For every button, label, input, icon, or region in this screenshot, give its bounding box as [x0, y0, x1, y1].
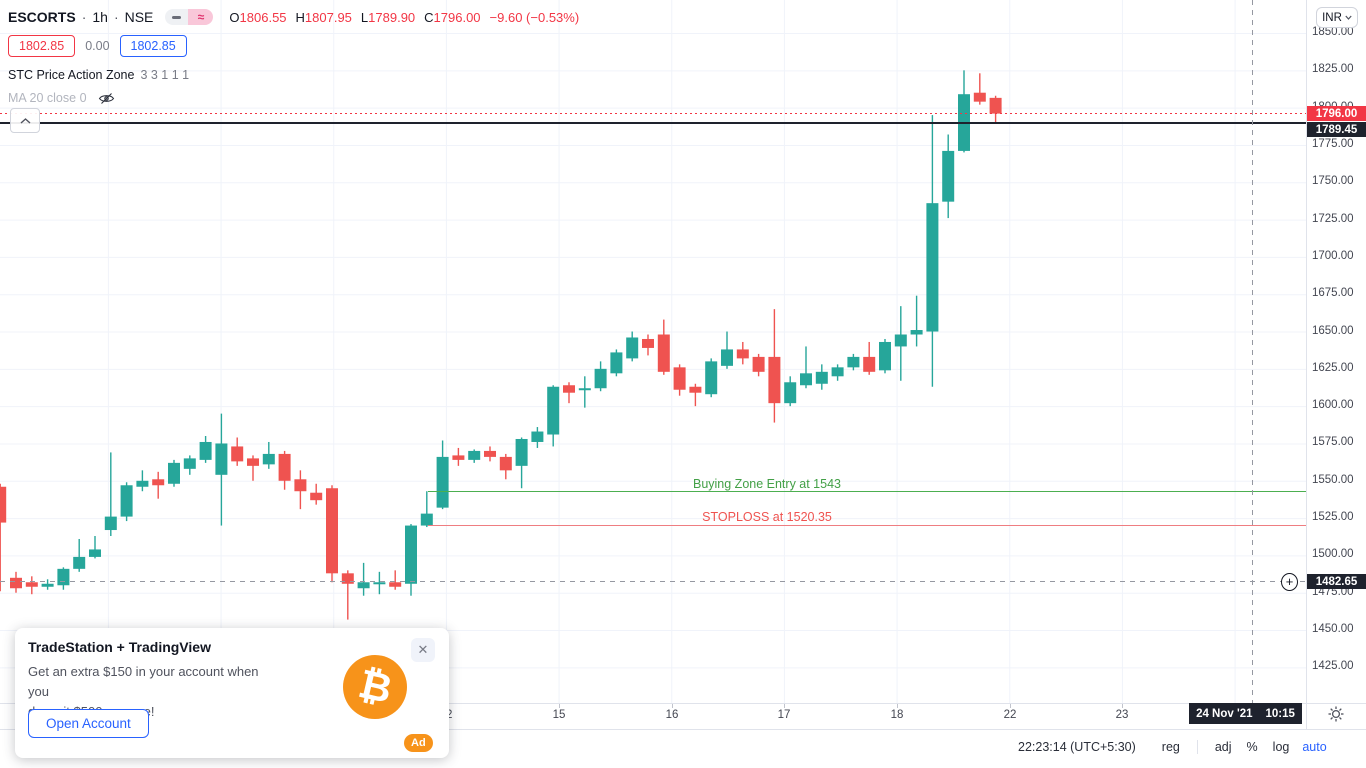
- market-status-pills: ≈: [165, 9, 214, 25]
- stoploss-line[interactable]: [428, 525, 1306, 526]
- price-axis-label: 1600.00: [1312, 399, 1354, 412]
- price-axis-label: 1675.00: [1312, 287, 1354, 300]
- settings-gear-icon[interactable]: [1327, 705, 1345, 723]
- time-axis-tick: [559, 704, 560, 708]
- change-value: −9.60 (−0.53%): [489, 9, 580, 25]
- close-icon[interactable]: ✕: [411, 638, 435, 662]
- open-value: 1806.55: [239, 9, 287, 25]
- price-axis-label: 1525.00: [1312, 511, 1354, 524]
- hline-price-badge: 1789.45: [1307, 122, 1366, 137]
- time-axis-label: 22: [1003, 709, 1017, 721]
- ad-popup: ✕ TradeStation + TradingView Get an extr…: [15, 628, 449, 758]
- price-axis-label: 1550.00: [1312, 473, 1354, 486]
- time-axis-label: 18: [890, 709, 904, 721]
- high-value: 1807.95: [304, 9, 352, 25]
- price-axis-label: 1575.00: [1312, 436, 1354, 449]
- buy-price-button[interactable]: 1802.85: [119, 35, 187, 57]
- regular-session-toggle[interactable]: reg: [1161, 740, 1180, 754]
- chevron-down-icon: [1345, 15, 1352, 20]
- ohlc-readout: O 1806.55 H 1807.95 L 1789.90 C 1796.00 −9.6…: [229, 10, 579, 25]
- last-price-badge: 1796.00: [1307, 106, 1366, 121]
- currency-label: INR: [1322, 11, 1342, 24]
- indicator-row-stc[interactable]: STC Price Action Zone 3 3 1 1 1: [8, 68, 579, 82]
- interval-label[interactable]: 1h: [92, 9, 108, 25]
- log-scale-toggle[interactable]: log: [1272, 740, 1290, 754]
- indicator-row-ma[interactable]: MA 20 close 0: [8, 91, 579, 105]
- auto-scale-toggle[interactable]: auto: [1302, 740, 1327, 754]
- stc-indicator-values: 3 3 1 1 1: [140, 68, 190, 82]
- crosshair-date: 24 Nov '21: [1196, 707, 1253, 720]
- percent-scale-toggle[interactable]: %: [1246, 740, 1258, 754]
- eye-hidden-icon[interactable]: [98, 92, 115, 105]
- dash-pill-button[interactable]: [165, 9, 189, 25]
- open-label: O: [229, 9, 240, 25]
- stoploss-line-label: STOPLOSS at 1520.35: [702, 510, 832, 524]
- price-axis-label: 1700.00: [1312, 249, 1354, 262]
- price-axis-label: 1625.00: [1312, 361, 1354, 374]
- time-axis-tick: [1010, 704, 1011, 708]
- time-axis-label: 23: [1115, 709, 1129, 721]
- last-price-dotted-line: [0, 113, 1306, 114]
- chevron-up-icon: [20, 117, 30, 124]
- footer-divider-bar: [1196, 740, 1198, 754]
- time-axis-tick: [897, 704, 898, 708]
- footer-toolbar: 22:23:14 (UTC+5:30) reg adj % log auto: [1018, 740, 1327, 754]
- horizontal-line-1789[interactable]: [0, 122, 1306, 124]
- low-label: L: [360, 9, 369, 25]
- session-clock[interactable]: 22:23:14 (UTC+5:30): [1018, 740, 1136, 754]
- time-axis-tick: [1122, 704, 1123, 708]
- symbol-name[interactable]: ESCORTS: [8, 9, 76, 25]
- time-axis-label: 15: [552, 709, 566, 721]
- crosshair-price-badge: 1482.65: [1307, 574, 1366, 589]
- footer-divider: [0, 729, 1366, 730]
- stc-indicator-name: STC Price Action Zone: [8, 68, 135, 82]
- price-axis-label: 1725.00: [1312, 212, 1354, 225]
- price-axis-label: 1750.00: [1312, 175, 1354, 188]
- sell-price-button[interactable]: 1802.85: [8, 35, 76, 57]
- price-axis-label: 1450.00: [1312, 623, 1354, 636]
- entry-line[interactable]: [428, 491, 1306, 492]
- ad-badge: Ad: [404, 734, 433, 752]
- price-axis-label: 1425.00: [1312, 660, 1354, 673]
- time-axis-label: 17: [777, 709, 791, 721]
- high-label: H: [295, 9, 305, 25]
- price-axis[interactable]: INR 1850.001825.001800.001775.001750.001…: [1307, 0, 1366, 729]
- crosshair-horizontal-line: [0, 581, 1306, 582]
- exchange-label[interactable]: NSE: [124, 9, 154, 25]
- spread-value: 0.00: [85, 39, 110, 53]
- close-value: 1796.00: [433, 9, 481, 25]
- price-axis-label: 1500.00: [1312, 548, 1354, 561]
- time-axis-tick: [784, 704, 785, 708]
- price-axis-label: 1825.00: [1312, 63, 1354, 76]
- price-axis-divider: [1306, 0, 1307, 729]
- candlestick-chart[interactable]: [0, 0, 1306, 703]
- add-alert-plus-button[interactable]: +: [1281, 573, 1298, 591]
- low-value: 1789.90: [368, 9, 416, 25]
- time-axis-tick: [672, 704, 673, 708]
- ma-indicator-name: MA 20 close 0: [8, 91, 87, 105]
- time-axis-divider: [0, 703, 1366, 704]
- entry-line-label: Buying Zone Entry at 1543: [692, 477, 841, 491]
- approx-pill-button[interactable]: ≈: [188, 9, 214, 25]
- crosshair-time: 10:15: [1265, 707, 1295, 720]
- crosshair-vertical-line: [1252, 0, 1253, 703]
- separator-dot: ·: [113, 9, 119, 25]
- time-axis-label: 16: [665, 709, 679, 721]
- crosshair-time-badge: 24 Nov '21 10:15: [1189, 703, 1302, 724]
- separator-dot: ·: [81, 9, 87, 25]
- close-label: C: [424, 9, 434, 25]
- price-axis-label: 1650.00: [1312, 324, 1354, 337]
- ad-body-line1: Get an extra $150 in your account when y…: [28, 664, 259, 699]
- adjust-data-toggle[interactable]: adj: [1214, 740, 1232, 754]
- bitcoin-logo-icon: ₿: [343, 655, 407, 719]
- open-account-button[interactable]: Open Account: [28, 709, 149, 738]
- dash-icon: [172, 15, 182, 19]
- ad-title: TradeStation + TradingView: [28, 639, 211, 655]
- collapse-legend-button[interactable]: [10, 108, 40, 133]
- price-axis-label: 1775.00: [1312, 137, 1354, 150]
- currency-dropdown[interactable]: INR: [1316, 7, 1358, 28]
- symbol-legend: ESCORTS · 1h · NSE ≈ O 1806.55 H 1807.95 L…: [8, 6, 579, 105]
